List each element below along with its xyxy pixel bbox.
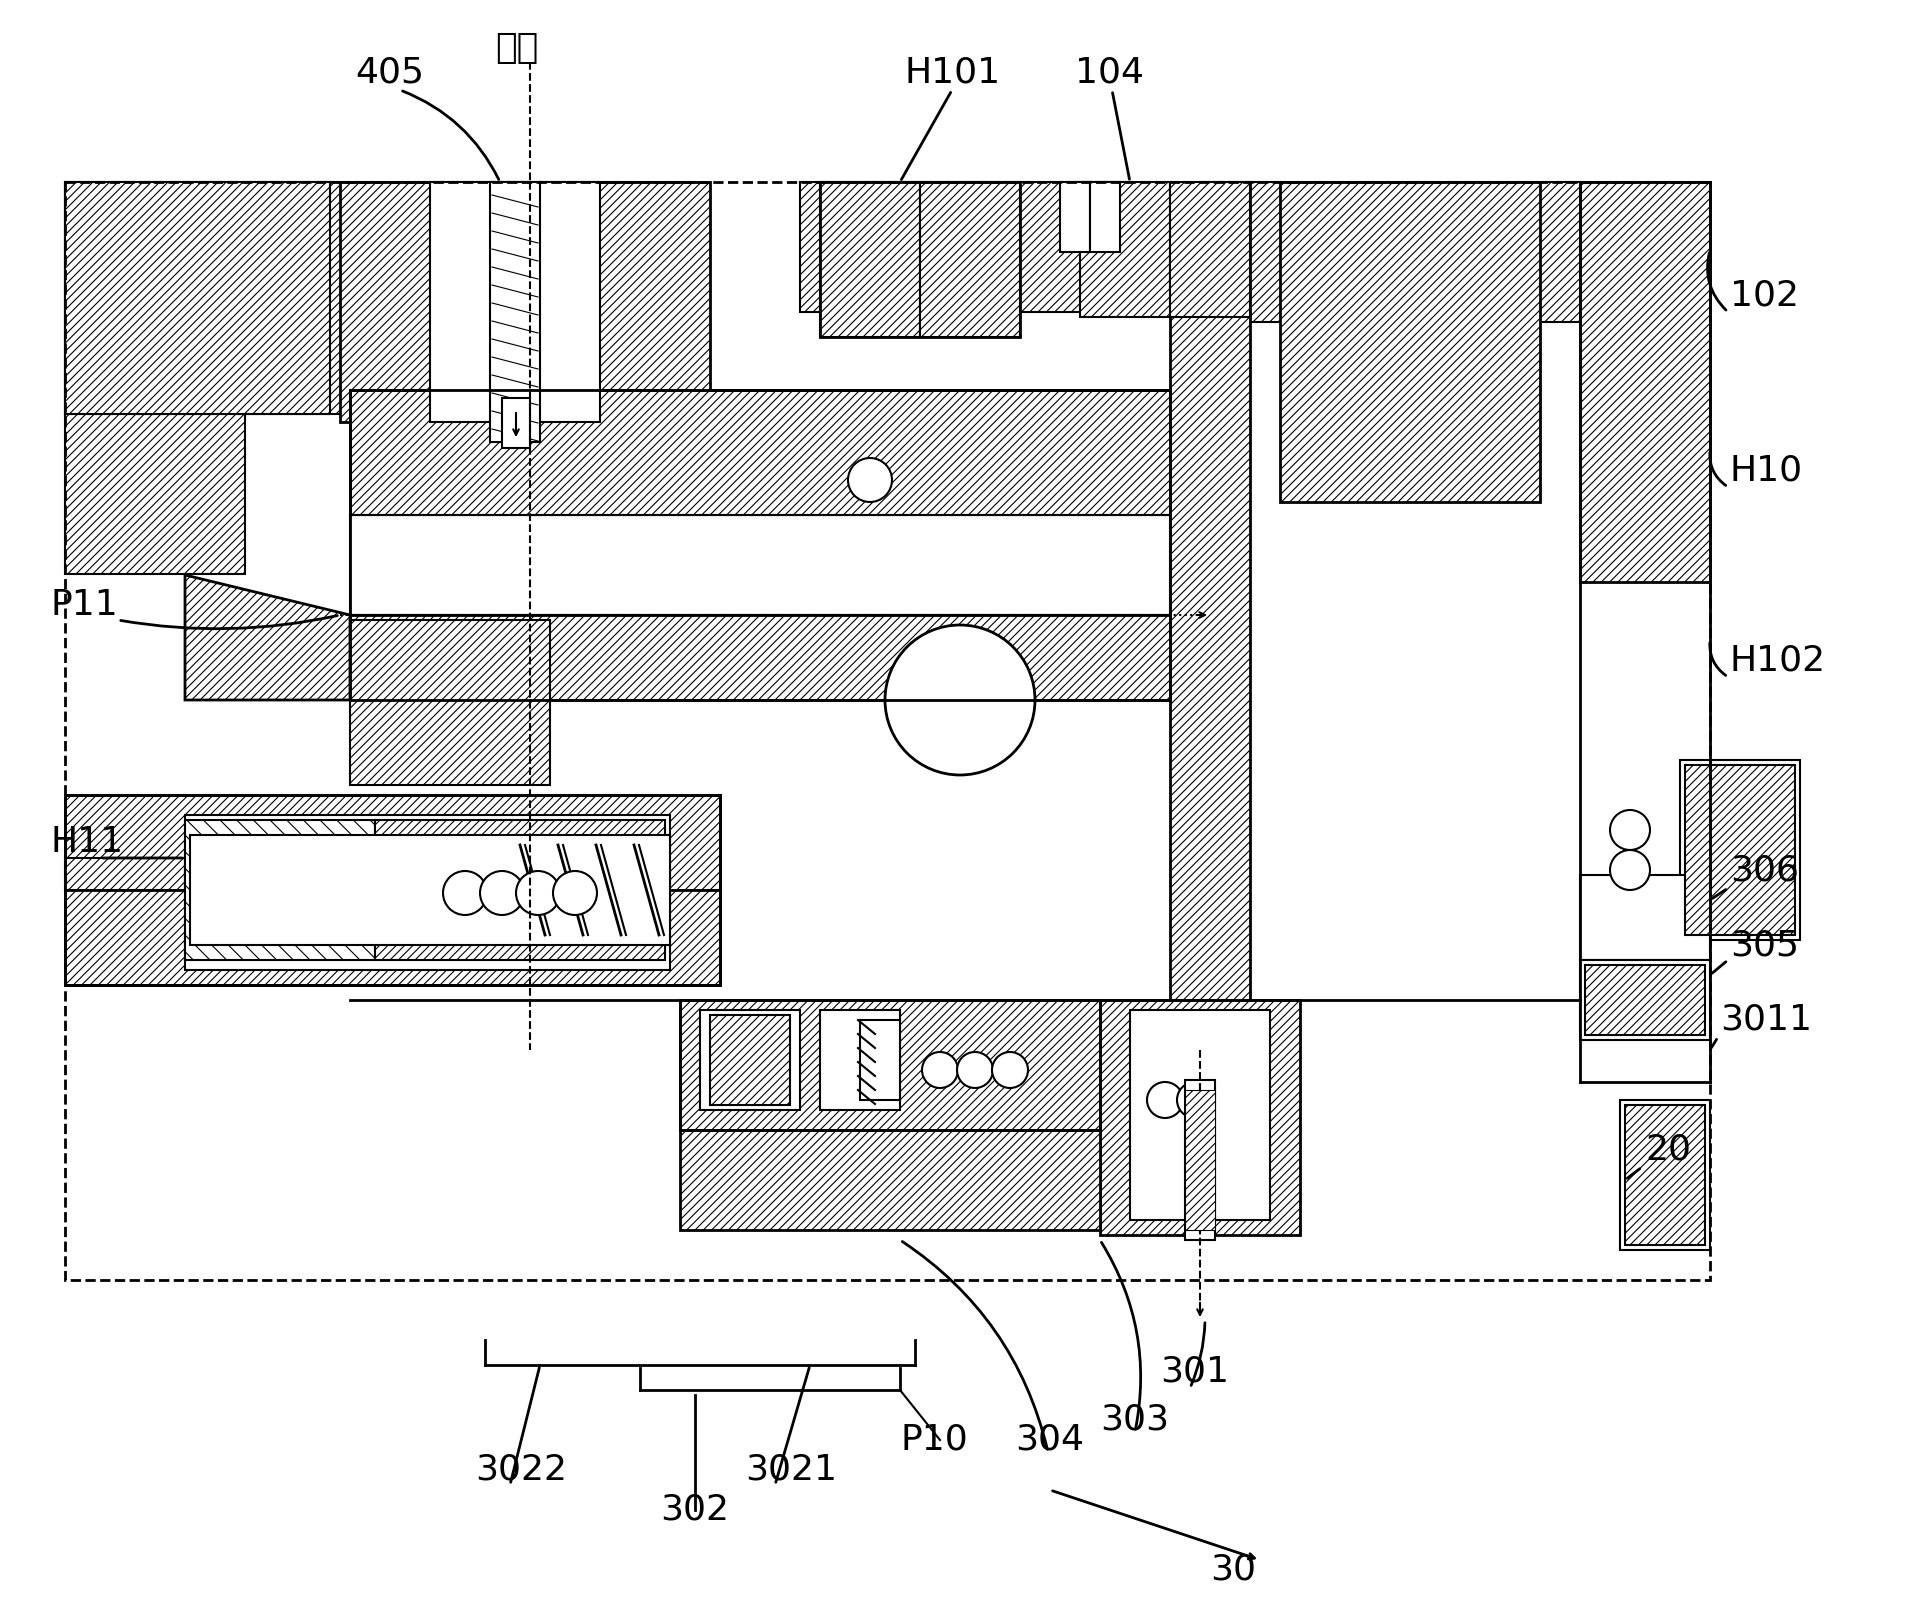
Bar [375,820,665,960]
Bar [65,794,721,891]
Circle shape [1610,811,1650,851]
Text: 3022: 3022 [474,1453,568,1486]
Circle shape [480,872,524,915]
Circle shape [849,457,893,502]
Bar [189,835,669,945]
Bar [1185,1080,1214,1241]
Bar [1279,181,1539,502]
Bar [700,1010,799,1111]
Text: 301: 301 [1161,1355,1229,1388]
Bar [1130,1010,1270,1220]
Bar [350,515,1170,615]
Bar [1099,1000,1300,1234]
Bar [681,1000,1099,1130]
Bar [1080,181,1170,318]
Bar [1201,181,1449,323]
Bar [1170,181,1250,318]
Bar [65,859,185,891]
Text: H10: H10 [1730,453,1803,486]
Text: P10: P10 [901,1424,967,1457]
Text: P11: P11 [50,587,119,623]
Bar [350,390,1170,620]
Bar [185,815,669,969]
Text: 405: 405 [356,55,424,88]
Polygon shape [185,575,350,700]
Bar [340,181,709,422]
Circle shape [992,1051,1029,1088]
Bar [65,181,350,414]
Text: 30: 30 [1210,1554,1256,1587]
Text: 302: 302 [660,1493,728,1526]
Bar [1579,875,1709,960]
Circle shape [885,624,1034,775]
Text: 104: 104 [1075,55,1143,88]
Text: 102: 102 [1730,278,1799,311]
Circle shape [444,872,488,915]
Bar [920,181,1019,337]
Text: 305: 305 [1730,928,1799,961]
Bar [1585,965,1706,1035]
Circle shape [922,1051,958,1088]
Text: 3021: 3021 [746,1453,837,1486]
Bar [820,181,1019,337]
Bar [820,1010,901,1111]
Circle shape [958,1051,992,1088]
Bar [1684,766,1795,936]
Bar [503,398,530,448]
Bar [65,414,245,575]
Bar [65,891,721,985]
Circle shape [1147,1082,1184,1119]
Bar [1619,1099,1709,1250]
Bar [185,820,375,960]
Bar [350,615,1170,700]
Bar [1170,181,1250,1082]
Bar [1170,181,1250,1082]
Bar [681,1000,1099,1130]
Text: 303: 303 [1099,1403,1168,1436]
Bar [1449,181,1709,323]
Text: H11: H11 [50,825,122,859]
Bar [860,1021,901,1099]
Bar [1579,181,1709,583]
Bar [1625,1104,1706,1245]
Text: 20: 20 [1644,1133,1690,1167]
Bar [1059,181,1090,252]
Circle shape [1610,851,1650,891]
Bar [1579,960,1709,1040]
Text: 306: 306 [1730,852,1799,888]
Bar [65,181,331,414]
Circle shape [516,872,560,915]
Text: H102: H102 [1730,644,1826,677]
Circle shape [553,872,597,915]
Bar [65,181,1709,1281]
Bar [820,181,920,337]
Bar [1185,1090,1214,1229]
Text: 胶体: 胶体 [495,30,539,64]
Bar [350,620,551,785]
Circle shape [1178,1082,1212,1119]
Bar [1090,181,1120,252]
Bar [489,181,539,441]
Text: H101: H101 [904,55,1002,88]
Bar [681,1130,1099,1229]
Bar [430,181,600,422]
Bar [799,181,1130,311]
Bar [356,181,694,408]
Bar [1681,761,1799,941]
Text: 3011: 3011 [1721,1003,1813,1037]
Bar [709,1014,790,1104]
Text: 304: 304 [1015,1424,1084,1457]
